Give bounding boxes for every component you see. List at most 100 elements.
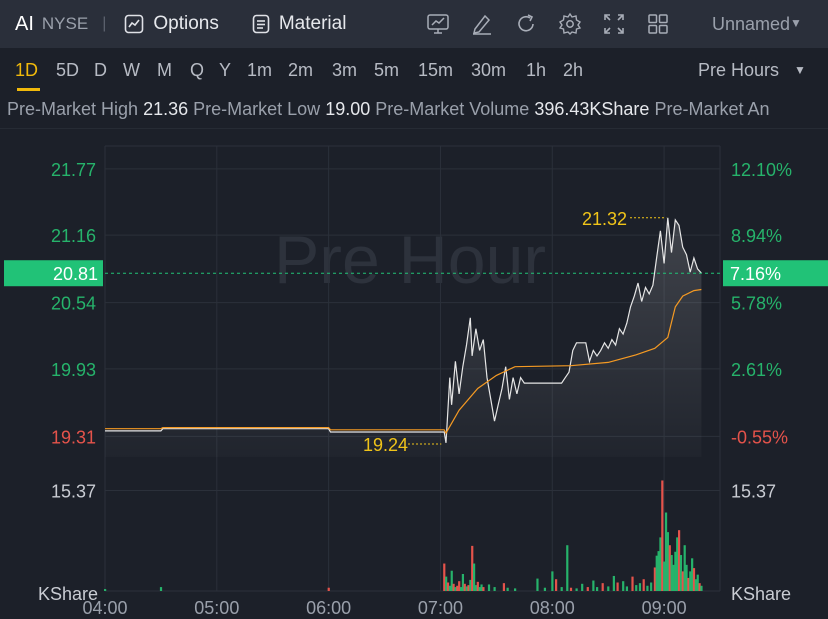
timeframe-tab-d[interactable]: D	[94, 60, 107, 80]
volume-bar	[625, 586, 629, 591]
volume-bar	[678, 530, 681, 591]
volume-bar	[461, 573, 465, 591]
volume-bar	[487, 584, 491, 591]
timeframe-tab-1m[interactable]: 1m	[247, 60, 273, 80]
options-chart-icon	[125, 14, 144, 34]
fullscreen-icon[interactable]	[602, 12, 626, 36]
chart-type-icon[interactable]	[426, 12, 450, 36]
volume-bar	[681, 571, 684, 591]
settings-icon[interactable]	[558, 12, 582, 36]
x-tick-label: 04:00	[82, 598, 127, 618]
timeframe-tab-3m[interactable]: 3m	[332, 60, 358, 80]
timeframe-tab-30m[interactable]: 30m	[471, 60, 507, 80]
stat-volume-value: 396.43KShare	[534, 99, 650, 119]
volume-bar	[700, 585, 703, 591]
volume-bar	[476, 581, 479, 591]
volume-bar	[446, 582, 450, 591]
pct-tick-label: 8.94%	[731, 226, 782, 246]
volume-bar	[448, 585, 451, 591]
x-tick-label: 08:00	[530, 598, 575, 618]
volume-bar	[601, 583, 604, 591]
stat-low-value: 19.00	[325, 99, 371, 119]
y-tick-label: 19.93	[51, 360, 96, 380]
timeframe-tab-5m[interactable]: 5m	[374, 60, 400, 80]
volume-bar	[450, 570, 453, 591]
material-button[interactable]: Material	[252, 13, 347, 35]
volume-bar	[666, 532, 670, 591]
volume-bar	[493, 587, 496, 591]
session-selector[interactable]: Pre Hours ▼	[698, 60, 806, 81]
caret-down-icon: ▼	[790, 16, 802, 30]
timeframe-tab-y[interactable]: Y	[219, 60, 232, 80]
timeframe-tab-5d[interactable]: 5D	[56, 60, 80, 80]
volume-bar	[664, 512, 668, 591]
timeframe-tab-1d[interactable]: 1D	[15, 60, 39, 80]
volume-bar	[683, 545, 686, 591]
caret-down-icon: ▼	[794, 63, 806, 77]
volume-bar	[463, 583, 466, 591]
volume-bar	[543, 587, 547, 591]
price-chart[interactable]: Pre Hour 20.81 7.16% 21.77 21.16 20.54 19.93 19…	[0, 130, 828, 619]
draw-icon[interactable]	[470, 12, 494, 36]
volume-bar	[569, 587, 573, 591]
current-percent-label: 7.16%	[730, 264, 781, 284]
price-area	[105, 217, 702, 457]
timeframe-tab-15m[interactable]: 15m	[418, 60, 454, 80]
volume-bar	[104, 589, 107, 591]
timeframe-tab-w[interactable]: W	[123, 60, 140, 80]
volume-bar	[596, 587, 599, 591]
volume-bar	[635, 585, 638, 591]
volume-bar	[674, 551, 677, 591]
chart-tools	[426, 12, 670, 36]
refresh-icon[interactable]	[514, 12, 538, 36]
volume-bar	[560, 587, 563, 591]
x-tick-label: 09:00	[642, 598, 687, 618]
volume-bar	[612, 575, 615, 591]
volume-bar	[659, 537, 662, 591]
toolbar-separator: |	[102, 15, 107, 32]
low-marker-label: 19.24	[363, 435, 408, 455]
y-tick-label: 21.16	[51, 226, 96, 246]
price-line	[105, 217, 702, 443]
timeframe-tab-m[interactable]: M	[157, 60, 172, 80]
watermark-text: Pre Hour	[274, 222, 546, 298]
premarket-stats: Pre-Market High 21.36 Pre-Market Low 19.…	[7, 99, 769, 120]
volume-bar	[650, 582, 653, 591]
options-button[interactable]: Options	[124, 13, 219, 35]
volume-bar	[478, 587, 481, 591]
volume-bar	[452, 583, 455, 591]
timeframe-tab-2m[interactable]: 2m	[288, 60, 314, 80]
pct-tick-label: 12.10%	[731, 160, 792, 180]
y-tick-label: 19.31	[51, 427, 96, 447]
symbol-label[interactable]: AI	[15, 12, 34, 35]
layout-grid-icon[interactable]	[646, 12, 670, 36]
timeframe-tab-2h[interactable]: 2h	[563, 60, 584, 80]
volume-bar	[551, 571, 554, 591]
timeframe-tab-q[interactable]: Q	[190, 60, 205, 80]
stats-divider	[0, 128, 828, 129]
y-tick-label: 21.77	[51, 160, 96, 180]
session-label: Pre Hours	[698, 60, 780, 80]
volume-bar	[622, 581, 625, 591]
current-price-badge	[4, 260, 103, 287]
volume-bar	[655, 555, 658, 591]
volume-bar	[467, 585, 470, 591]
volume-tick-label: 15.37	[731, 481, 776, 501]
material-label: Material	[278, 13, 347, 34]
x-tick-label: 06:00	[306, 598, 351, 618]
volume-bar	[502, 583, 506, 591]
layout-name: Unnamed	[712, 14, 791, 34]
volume-bar	[676, 537, 679, 591]
volume-bar	[694, 579, 697, 591]
x-tick-label: 07:00	[418, 598, 463, 618]
exchange-label: NYSE	[41, 14, 89, 33]
volume-bar	[536, 578, 539, 591]
timeframe-tab-1h[interactable]: 1h	[526, 60, 547, 80]
volume-bar	[456, 585, 459, 591]
volume-bar	[687, 577, 690, 591]
volume-bar	[631, 576, 634, 591]
volume-bar	[555, 579, 558, 591]
volume-bar	[592, 580, 595, 591]
volume-unit-label: KShare	[38, 584, 98, 604]
layout-selector[interactable]: Unnamed▼	[712, 14, 802, 35]
